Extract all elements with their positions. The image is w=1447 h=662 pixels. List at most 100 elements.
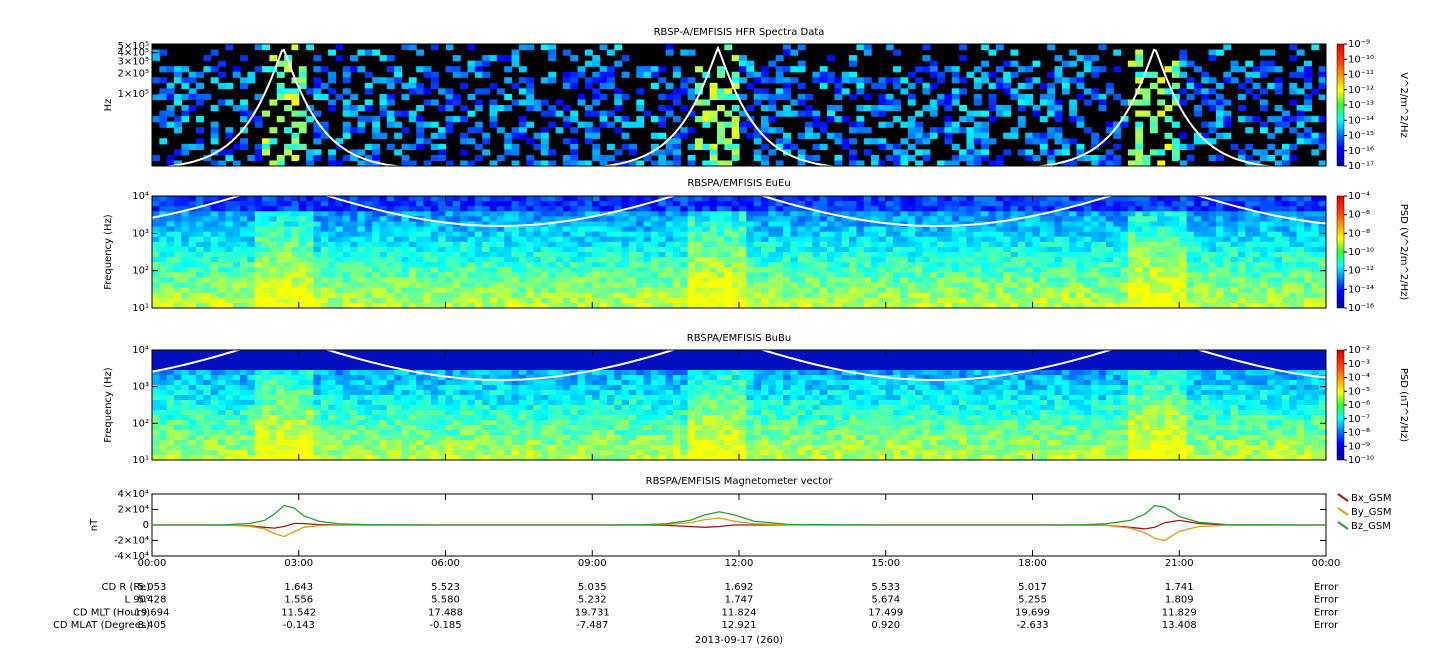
spectrogram-cell xyxy=(834,201,842,207)
spectrogram-cell xyxy=(1165,252,1173,258)
spectrogram-cell xyxy=(350,227,358,233)
spectrogram-cell xyxy=(174,122,182,128)
spectrogram-cell xyxy=(1150,283,1158,289)
spectrogram-cell xyxy=(1231,277,1239,283)
spectrogram-cell xyxy=(379,216,387,222)
spectrogram-cell xyxy=(1143,247,1151,253)
spectrogram-cell xyxy=(754,196,762,202)
spectrogram-cell xyxy=(343,242,351,248)
spectrogram-cell xyxy=(871,155,879,161)
spectrogram-cell xyxy=(915,232,923,238)
spectrogram-cell xyxy=(834,257,842,263)
spectrogram-cell xyxy=(974,77,982,83)
spectrogram-cell xyxy=(600,288,608,294)
spectrogram-cell xyxy=(291,206,299,212)
spectrogram-cell xyxy=(1062,83,1070,89)
spectrogram-cell xyxy=(629,242,637,248)
spectrogram-cell xyxy=(401,144,409,150)
spectrogram-cell xyxy=(534,288,542,294)
spectrogram-cell xyxy=(710,144,718,150)
spectrogram-cell xyxy=(1245,288,1253,294)
spectrogram-cell xyxy=(754,262,762,268)
spectrogram-cell xyxy=(827,252,835,258)
spectrogram-cell xyxy=(504,206,512,212)
spectrogram-cell xyxy=(1209,221,1217,227)
spectrogram-cell xyxy=(1047,133,1055,139)
spectrogram-cell xyxy=(313,211,321,217)
spectrogram-cell xyxy=(379,237,387,243)
spectrogram-cell xyxy=(181,227,189,233)
spectrogram-cell xyxy=(504,105,512,111)
spectrogram-cell xyxy=(1047,283,1055,289)
spectrogram-cell xyxy=(849,242,857,248)
spectrogram-cell xyxy=(1194,201,1202,207)
spectrogram-cell xyxy=(387,83,395,89)
spectrogram-cell xyxy=(856,44,864,50)
spectrogram-cell xyxy=(446,237,454,243)
spectrogram-cell xyxy=(695,144,703,150)
spectrogram-cell xyxy=(1172,227,1180,233)
spectrogram-cell xyxy=(526,267,534,273)
spectrogram-cell xyxy=(1209,77,1217,83)
spectrogram-cell xyxy=(1062,293,1070,299)
spectrogram-cell xyxy=(1289,201,1297,207)
spectrogram-cell xyxy=(1077,83,1085,89)
spectrogram-cell xyxy=(1091,267,1099,273)
spectrogram-cell xyxy=(1319,242,1327,248)
spectrogram-cell xyxy=(1304,252,1312,258)
spectrogram-cell xyxy=(181,116,189,122)
spectrogram-cell xyxy=(1099,66,1107,72)
spectrogram-cell xyxy=(225,247,233,253)
spectrogram-cell xyxy=(475,196,483,202)
spectrogram-cell xyxy=(702,262,710,268)
spectrogram-cell xyxy=(416,227,424,233)
spectrogram-cell xyxy=(1099,293,1107,299)
spectrogram-cell xyxy=(996,227,1004,233)
spectrogram-cell xyxy=(1077,221,1085,227)
spectrogram-cell xyxy=(658,262,666,268)
spectrogram-cell xyxy=(974,227,982,233)
spectrogram-cell xyxy=(313,247,321,253)
spectrogram-cell xyxy=(1238,252,1246,258)
spectrogram-cell xyxy=(922,201,930,207)
spectrogram-cell xyxy=(944,99,952,105)
spectrogram-cell xyxy=(768,127,776,133)
spectrogram-cell xyxy=(497,88,505,94)
spectrogram-cell xyxy=(394,111,402,117)
spectrogram-cell xyxy=(768,221,776,227)
spectrogram-cell xyxy=(710,262,718,268)
spectrogram-cell xyxy=(343,122,351,128)
spectrogram-cell xyxy=(585,242,593,248)
spectrogram-cell xyxy=(1172,293,1180,299)
spectrogram-cell xyxy=(453,262,461,268)
spectrogram-cell xyxy=(1010,61,1018,67)
spectrogram-cell xyxy=(842,262,850,268)
spectrogram-cell xyxy=(688,272,696,278)
spectrogram-cell xyxy=(1289,252,1297,258)
spectrogram-cell xyxy=(930,288,938,294)
spectrogram-cell xyxy=(732,242,740,248)
spectrogram-cell xyxy=(614,237,622,243)
spectrogram-cell xyxy=(196,293,204,299)
spectrogram-cell xyxy=(1113,216,1121,222)
spectrogram-cell xyxy=(189,221,197,227)
spectrogram-cell xyxy=(475,66,483,72)
spectrogram-cell xyxy=(702,267,710,273)
spectrogram-cell xyxy=(1003,288,1011,294)
spectrogram-cell xyxy=(475,144,483,150)
spectrogram-cell xyxy=(1231,293,1239,299)
spectrogram-cell xyxy=(174,232,182,238)
spectrogram-cell xyxy=(548,288,556,294)
spectrogram-cell xyxy=(644,206,652,212)
spectrogram-cell xyxy=(1077,272,1085,278)
spectrogram-cell xyxy=(827,237,835,243)
spectrogram-cell xyxy=(688,50,696,56)
spectrogram-cell xyxy=(622,94,630,100)
spectrogram-cell xyxy=(1187,61,1195,67)
spectrogram-cell xyxy=(834,77,842,83)
spectrogram-cell xyxy=(1157,283,1165,289)
spectrogram-cell xyxy=(754,288,762,294)
spectrogram-cell xyxy=(724,94,732,100)
spectrogram-cell xyxy=(1253,252,1261,258)
spectrogram-cell xyxy=(497,232,505,238)
